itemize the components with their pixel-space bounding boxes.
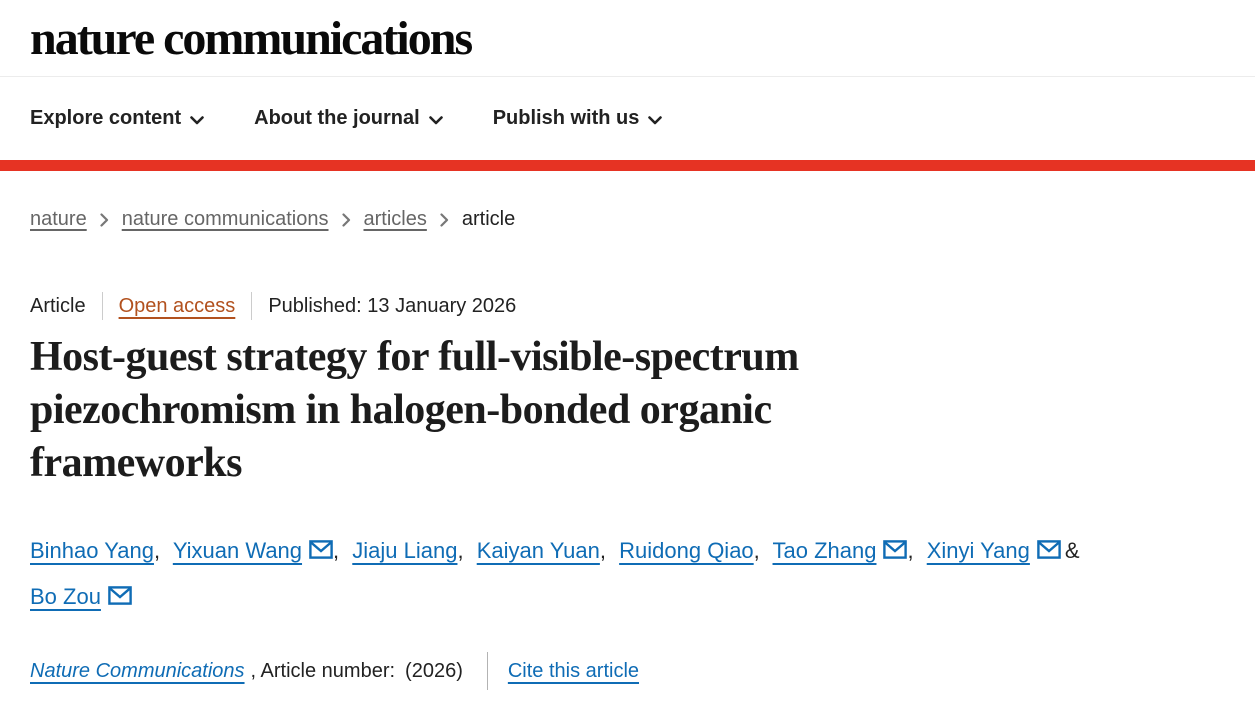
nav-label: About the journal [254,107,420,129]
email-icon[interactable] [1037,540,1061,559]
chevron-down-icon [648,115,663,124]
chevron-down-icon [190,115,204,124]
author-separator: , [153,538,161,563]
journal-logo[interactable]: nature communications [30,11,473,65]
breadcrumb-current-article: article [461,208,516,230]
chevron-down-icon [428,115,443,124]
breadcrumb-link-nature-communications[interactable]: nature communications [121,208,329,230]
breadcrumb: nature nature communications articles ar… [30,205,1225,233]
article-title: Host-guest strategy for full-visible-spe… [30,331,1040,490]
author-amp-separator: & [1064,538,1080,563]
author-separator: , [753,538,760,563]
author-link[interactable]: Bo Zou [30,584,101,609]
masthead: nature communications [0,0,1255,77]
author-list: Binhao Yang, Yixuan Wang, Jiaju Liang, K… [30,528,1180,620]
author: Yixuan Wang, [173,538,342,563]
journal-link[interactable]: Nature Communications [30,659,245,682]
breadcrumb-link-nature[interactable]: nature [30,208,87,230]
top-navigation: Explore content About the journal Publis… [0,77,1255,160]
author-link[interactable]: Ruidong Qiao [619,538,754,563]
author-link[interactable]: Binhao Yang [30,538,154,563]
article-year: (2026) [405,659,463,682]
published-date-label: Published: 13 January 2026 [268,295,517,317]
author-separator: , [457,538,464,563]
author: Ruidong Qiao, [619,538,763,563]
divider [251,292,253,320]
chevron-right-icon [440,213,449,227]
cite-this-article-link[interactable]: Cite this article [507,659,640,682]
title-line: Host-guest strategy for full-visible-spe… [30,334,799,380]
author-link[interactable]: Kaiyan Yuan [476,538,600,563]
author-link[interactable]: Jiaju Liang [352,538,458,563]
nav-about-journal[interactable]: About the journal [254,107,443,130]
nav-label: Explore content [30,107,182,129]
author-link[interactable]: Yixuan Wang [172,538,303,563]
divider [101,292,103,320]
chevron-right-icon [100,213,109,227]
chevron-right-icon [341,213,351,227]
email-icon[interactable] [108,586,132,605]
author-link[interactable]: Tao Zhang [772,538,877,563]
author: Tao Zhang, [773,538,917,563]
brand-red-bar [0,160,1255,171]
article-meta-row: Article Open access Published: 13 Januar… [30,291,1225,321]
author: Binhao Yang, [30,538,163,563]
breadcrumb-link-articles[interactable]: articles [363,208,427,230]
author-separator: , [907,538,914,563]
title-line: frameworks [30,440,242,486]
open-access-link[interactable]: Open access [118,295,236,317]
nav-label: Publish with us [492,107,640,129]
email-icon[interactable] [883,540,908,559]
author-link[interactable]: Xinyi Yang [926,538,1030,563]
nav-explore-content[interactable]: Explore content [30,107,204,130]
article-header-section: nature nature communications articles ar… [0,205,1255,712]
divider [486,652,488,690]
author: Bo Zou [30,584,132,609]
author-separator: , [599,538,606,563]
author: Kaiyan Yuan, [477,538,609,563]
author: Xinyi Yang & [927,538,1084,563]
nav-publish-with-us[interactable]: Publish with us [493,107,663,130]
citation-row: Nature Communications , Article number: … [30,652,1225,690]
author-separator: , [333,538,340,563]
article-number-label: , Article number: [250,659,396,682]
article-type-label: Article [30,295,86,317]
email-icon[interactable] [309,540,333,559]
author: Jiaju Liang, [352,538,466,563]
title-line: piezochromism in halogen-bonded organic [30,387,772,433]
